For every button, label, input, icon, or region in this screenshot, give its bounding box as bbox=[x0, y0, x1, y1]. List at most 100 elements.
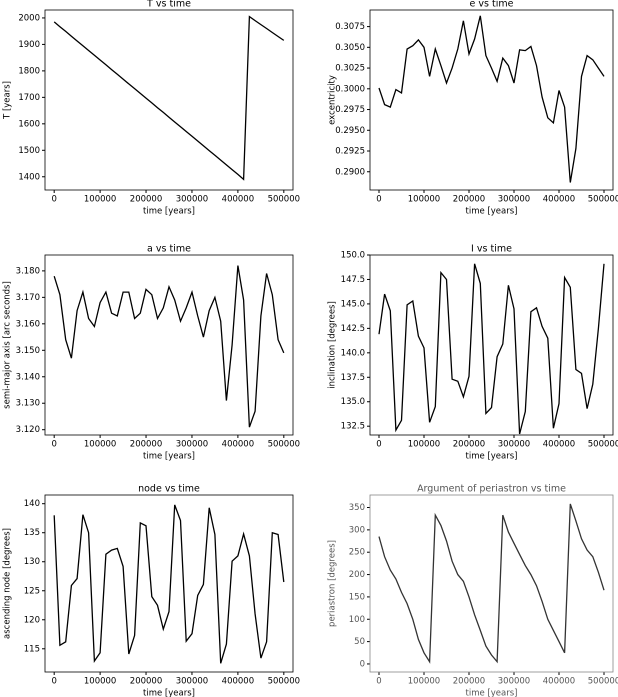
y-tick-label: 1400 bbox=[18, 172, 40, 182]
subplot-title: Argument of periastron vs time bbox=[417, 484, 566, 495]
x-tick-label: 300000 bbox=[498, 440, 530, 450]
x-tick-label: 500000 bbox=[588, 440, 618, 450]
x-tick-label: 200000 bbox=[453, 440, 485, 450]
y-tick-label: 1700 bbox=[18, 93, 40, 103]
x-tick-label: 400000 bbox=[222, 195, 254, 205]
y-tick-label: 0 bbox=[360, 659, 365, 669]
data-line bbox=[53, 504, 285, 664]
y-tick-label: 2000 bbox=[18, 13, 40, 23]
x-tick-label: 0 bbox=[51, 195, 56, 205]
y-tick-label: 115 bbox=[24, 644, 40, 654]
y-tick-label: 145.0 bbox=[341, 299, 365, 309]
subplot-title: e vs time bbox=[470, 0, 514, 10]
y-tick-label: 135 bbox=[24, 528, 40, 538]
data-line bbox=[53, 15, 285, 181]
x-tick-label: 300000 bbox=[176, 195, 208, 205]
y-tick-label: 200 bbox=[349, 570, 365, 580]
y-tick-label: 140.0 bbox=[341, 348, 365, 358]
subplot: node vs time time [years] ascending node [… bbox=[3, 484, 301, 697]
y-tick-label: 150.0 bbox=[341, 251, 365, 261]
x-tick-label: 300000 bbox=[176, 677, 208, 687]
y-tick-label: 137.5 bbox=[341, 373, 365, 383]
subplot-title: I vs time bbox=[471, 244, 512, 255]
x-tick-label: 500000 bbox=[268, 440, 300, 450]
data-line bbox=[53, 265, 285, 428]
data-line bbox=[378, 263, 605, 435]
y-tick-label: 250 bbox=[349, 548, 365, 558]
y-tick-label: 0.3050 bbox=[335, 43, 365, 53]
y-tick-label: 120 bbox=[24, 615, 40, 625]
x-tick-label: 400000 bbox=[543, 195, 575, 205]
y-tick-label: 3.150 bbox=[16, 346, 40, 356]
subplot-title: a vs time bbox=[147, 244, 191, 255]
y-tick-label: 125 bbox=[24, 586, 40, 596]
x-tick-label: 100000 bbox=[408, 677, 440, 687]
x-tick-label: 0 bbox=[376, 440, 381, 450]
y-axis-label: inclination [degrees] bbox=[328, 301, 338, 389]
y-tick-label: 100 bbox=[349, 615, 365, 625]
axes-frame bbox=[44, 9, 294, 191]
x-tick-label: 300000 bbox=[498, 677, 530, 687]
y-tick-label: 132.5 bbox=[341, 422, 365, 432]
x-axis-label: time [years] bbox=[466, 452, 518, 462]
x-tick-label: 200000 bbox=[130, 195, 162, 205]
axes-frame bbox=[369, 254, 614, 436]
subplot: a vs time time [years] semi-major axis [ar… bbox=[3, 244, 301, 462]
x-tick-label: 400000 bbox=[543, 677, 575, 687]
y-tick-label: 0.2900 bbox=[335, 167, 365, 177]
y-tick-label: 0.2950 bbox=[335, 126, 365, 136]
x-tick-label: 100000 bbox=[84, 677, 116, 687]
y-tick-label: 142.5 bbox=[341, 324, 365, 334]
y-tick-label: 3.160 bbox=[16, 319, 40, 329]
y-tick-label: 1500 bbox=[18, 146, 40, 156]
x-tick-label: 100000 bbox=[84, 195, 116, 205]
y-tick-label: 1900 bbox=[18, 40, 40, 50]
x-tick-label: 100000 bbox=[408, 440, 440, 450]
subplot-title: node vs time bbox=[138, 484, 200, 495]
y-tick-label: 3.120 bbox=[16, 425, 40, 435]
y-axis-label: ascending node [degrees] bbox=[3, 528, 13, 639]
x-tick-label: 0 bbox=[51, 677, 56, 687]
x-tick-label: 400000 bbox=[222, 677, 254, 687]
x-axis-label: time [years] bbox=[143, 207, 195, 217]
x-tick-label: 0 bbox=[376, 677, 381, 687]
x-axis-label: time [years] bbox=[466, 689, 518, 697]
axes-frame bbox=[44, 494, 294, 673]
y-axis-label: semi-major axis [arc seconds] bbox=[3, 281, 13, 409]
x-tick-label: 500000 bbox=[268, 195, 300, 205]
x-tick-label: 300000 bbox=[176, 440, 208, 450]
x-tick-label: 100000 bbox=[84, 440, 116, 450]
y-tick-label: 130 bbox=[24, 557, 40, 567]
axes-frame bbox=[44, 254, 294, 436]
y-tick-label: 50 bbox=[354, 637, 365, 647]
axes-frame bbox=[369, 494, 614, 673]
subplot: I vs time time [years] inclination [degree… bbox=[328, 244, 618, 462]
y-tick-label: 1600 bbox=[18, 119, 40, 129]
subplot-title: T vs time bbox=[146, 0, 191, 10]
x-tick-label: 400000 bbox=[543, 440, 575, 450]
y-tick-label: 0.2975 bbox=[335, 105, 365, 115]
axes-frame bbox=[369, 9, 614, 191]
y-tick-label: 0.3000 bbox=[335, 84, 365, 94]
y-tick-label: 300 bbox=[349, 525, 365, 535]
data-line bbox=[378, 503, 605, 664]
x-axis-label: time [years] bbox=[143, 452, 195, 462]
y-tick-label: 350 bbox=[349, 503, 365, 513]
y-tick-label: 147.5 bbox=[341, 275, 365, 285]
subplot: e vs time time [years] excentricity 0 100000… bbox=[328, 0, 618, 217]
x-tick-label: 300000 bbox=[498, 195, 530, 205]
y-axis-label: excentricity bbox=[328, 75, 338, 125]
y-tick-label: 0.2925 bbox=[335, 147, 365, 157]
x-tick-label: 200000 bbox=[130, 677, 162, 687]
y-tick-label: 3.180 bbox=[16, 266, 40, 276]
x-tick-label: 500000 bbox=[268, 677, 300, 687]
y-tick-label: 0.3025 bbox=[335, 64, 365, 74]
y-tick-label: 150 bbox=[349, 592, 365, 602]
data-line bbox=[378, 15, 605, 183]
y-axis-label: T [years] bbox=[3, 81, 13, 120]
x-axis-label: time [years] bbox=[143, 689, 195, 697]
subplot: T vs time time [years] T [years] 0 100000 200… bbox=[3, 0, 301, 217]
x-tick-label: 0 bbox=[51, 440, 56, 450]
x-tick-label: 500000 bbox=[588, 677, 618, 687]
